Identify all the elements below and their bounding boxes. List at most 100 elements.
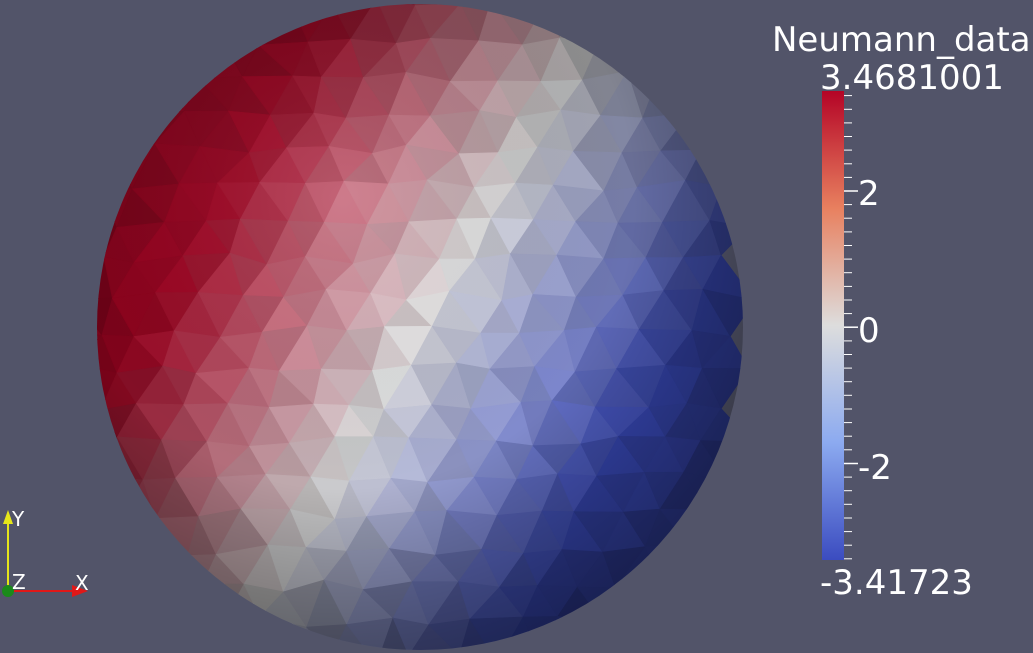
mesh-facet	[702, 41, 743, 82]
mesh-facet	[707, 482, 743, 514]
orientation-axes	[2, 510, 88, 597]
mesh-facet	[112, 71, 165, 114]
mesh-facet	[99, 625, 135, 650]
mesh-facet	[97, 472, 104, 512]
mesh-facet	[177, 4, 227, 47]
sphere-shading	[97, 4, 743, 650]
x-axis-label: X	[75, 571, 89, 595]
colorbar-major-ticks	[844, 190, 858, 465]
mesh-facet	[102, 107, 138, 156]
mesh-facet	[575, 4, 620, 43]
mesh-facet	[180, 583, 222, 627]
mesh-facet	[196, 0, 242, 1]
mesh-facet	[595, 4, 638, 7]
y-axis-label: Y	[12, 507, 25, 531]
mesh-facet	[657, 543, 711, 590]
mesh-facet	[425, 4, 474, 5]
mesh-facet	[102, 153, 133, 190]
mesh-facet	[177, 39, 227, 80]
mesh-facet	[288, 4, 333, 5]
colorbar-gradient	[822, 91, 844, 560]
mesh-facet	[122, 580, 157, 627]
mesh-facet	[163, 39, 200, 79]
mesh-facet	[97, 627, 119, 650]
legend-title: Neumann_data	[772, 20, 1031, 60]
mesh-facet	[603, 621, 646, 650]
mesh-facet	[709, 544, 743, 593]
mesh-facet	[604, 587, 646, 625]
mesh-facet	[640, 41, 681, 74]
mesh-facet	[203, 626, 251, 650]
mesh-facet	[97, 254, 105, 300]
y-axis-arrow-icon	[3, 510, 13, 524]
mesh-facet	[640, 4, 681, 47]
color-legend-bar	[822, 91, 858, 560]
mesh-facet	[132, 625, 182, 650]
mesh-facet	[97, 222, 105, 258]
mesh-facet	[707, 509, 743, 547]
mesh-facet	[225, 4, 259, 47]
mesh-facet	[98, 40, 139, 73]
mesh-facet	[98, 4, 139, 46]
mesh-facet	[102, 70, 138, 113]
mesh-facet	[195, 4, 243, 47]
mesh-facet	[97, 362, 102, 411]
mesh-facet	[48, 0, 92, 4]
sphere-mesh[interactable]	[48, 0, 755, 653]
mesh-facet	[97, 4, 124, 5]
mesh-facet	[679, 4, 725, 47]
mesh-facet	[598, 5, 642, 43]
mesh-facet	[626, 621, 661, 650]
mesh-facet	[662, 4, 703, 47]
mesh-facet	[97, 43, 100, 81]
mesh-facet	[162, 4, 197, 41]
mesh-facet	[136, 74, 185, 113]
mesh-facet	[112, 39, 165, 76]
mesh-facet	[133, 589, 182, 627]
mesh-facet	[97, 4, 124, 46]
mesh-facet	[682, 617, 725, 650]
mesh-facet	[689, 80, 732, 114]
mesh-facet	[165, 625, 205, 650]
mesh-facet	[97, 44, 114, 81]
mesh-facet	[155, 583, 204, 628]
mesh-facet	[701, 4, 743, 44]
mesh-facet	[657, 580, 711, 629]
mesh-facet	[559, 4, 600, 43]
mesh-facet	[557, 616, 605, 650]
mesh-facet	[519, 4, 554, 6]
legend-tick-0: 0	[858, 311, 880, 351]
mesh-facet	[711, 617, 743, 650]
mesh-facet	[575, 4, 620, 7]
mesh-facet	[155, 554, 204, 591]
mesh-facet	[627, 40, 661, 74]
mesh-facet	[97, 407, 102, 443]
mesh-facet	[117, 625, 167, 650]
mesh-facet	[689, 112, 732, 151]
mesh-facet	[97, 148, 104, 189]
mesh-facet	[97, 148, 116, 190]
mesh-facet	[700, 112, 743, 151]
mesh-facet	[618, 4, 664, 43]
mesh-facet	[97, 297, 103, 336]
mesh-facet	[122, 515, 157, 545]
mesh-facet	[97, 106, 116, 155]
mesh-facet	[180, 626, 222, 650]
z-axis-label: Z	[12, 570, 26, 594]
legend-min-label: -3.41723	[820, 563, 973, 603]
mesh-facet	[702, 0, 742, 1]
mesh-facet	[702, 75, 743, 114]
mesh-facet	[97, 107, 104, 150]
mesh-facet	[544, 4, 577, 6]
mesh-facet	[182, 0, 219, 1]
mesh-facet	[99, 515, 145, 547]
mesh-facet	[97, 623, 101, 650]
mesh-facet	[659, 45, 704, 82]
mesh-facet	[615, 580, 659, 623]
mesh-facet	[97, 441, 104, 477]
mesh-facet	[97, 79, 104, 112]
mesh-facet	[659, 627, 713, 650]
mesh-facet	[114, 111, 156, 155]
mesh-facet	[305, 4, 344, 5]
